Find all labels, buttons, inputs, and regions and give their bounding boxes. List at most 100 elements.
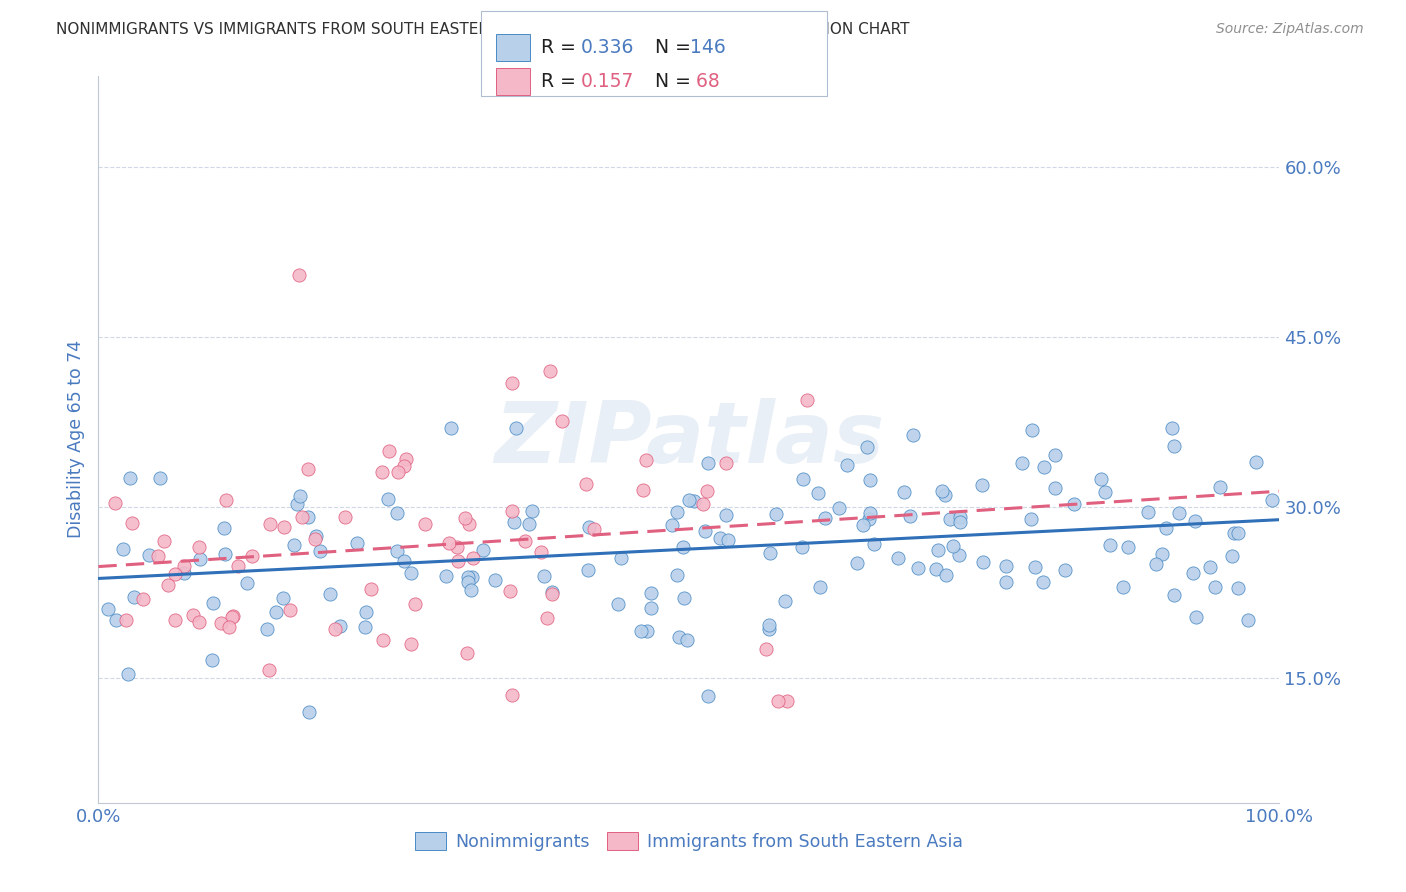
Point xyxy=(636,624,658,638)
Point xyxy=(392,554,415,568)
Point xyxy=(1226,581,1249,595)
Point xyxy=(693,524,716,538)
Point xyxy=(461,570,484,584)
Point xyxy=(454,511,477,525)
Point xyxy=(212,521,235,535)
Point xyxy=(942,539,965,553)
Point xyxy=(1163,439,1185,453)
Point xyxy=(434,569,457,583)
Point xyxy=(335,509,357,524)
Point xyxy=(1222,525,1244,540)
Point xyxy=(165,567,187,582)
Point xyxy=(1185,610,1208,624)
Point xyxy=(354,620,377,634)
Point xyxy=(672,540,695,554)
Point xyxy=(1094,484,1116,499)
Point xyxy=(1045,448,1067,462)
Text: N =: N = xyxy=(643,72,696,91)
Point xyxy=(323,622,346,636)
Point xyxy=(856,440,879,454)
Text: Source: ZipAtlas.com: Source: ZipAtlas.com xyxy=(1216,22,1364,37)
Point xyxy=(678,492,700,507)
Point xyxy=(505,421,527,435)
Point xyxy=(226,559,249,574)
Point xyxy=(377,444,399,458)
Text: 146: 146 xyxy=(690,38,725,57)
Point xyxy=(1150,547,1173,561)
Point xyxy=(538,364,561,378)
Point xyxy=(1032,574,1054,589)
Point xyxy=(717,533,740,548)
Point xyxy=(901,427,924,442)
Point xyxy=(758,546,780,560)
Point xyxy=(606,598,628,612)
Point xyxy=(859,473,882,487)
Point xyxy=(1154,521,1177,535)
Point xyxy=(298,705,321,719)
Point xyxy=(297,509,319,524)
Point xyxy=(1209,480,1232,494)
Text: 68: 68 xyxy=(690,72,720,91)
Point xyxy=(218,620,240,634)
Text: ZIPatlas: ZIPatlas xyxy=(494,398,884,481)
Point xyxy=(385,544,408,558)
Point xyxy=(862,537,884,551)
Point xyxy=(696,456,718,470)
Point xyxy=(1220,549,1243,563)
Point xyxy=(304,529,326,543)
Point xyxy=(285,497,308,511)
Point xyxy=(630,624,652,638)
Point xyxy=(173,566,195,580)
Point xyxy=(682,493,704,508)
Point xyxy=(278,603,301,617)
Point xyxy=(122,590,145,604)
Point xyxy=(610,550,633,565)
Point xyxy=(640,586,662,600)
Point xyxy=(828,501,851,516)
Point xyxy=(668,630,690,644)
Point xyxy=(138,549,160,563)
Point xyxy=(501,688,523,702)
Point xyxy=(536,610,558,624)
Point xyxy=(152,533,174,548)
Point xyxy=(304,533,326,547)
Point xyxy=(631,483,654,497)
Point xyxy=(887,550,910,565)
Point xyxy=(1244,455,1267,469)
Point xyxy=(165,613,187,627)
Point xyxy=(446,540,468,554)
Point xyxy=(1261,492,1284,507)
Point xyxy=(377,492,399,507)
Point xyxy=(517,517,540,532)
Text: R =: R = xyxy=(541,38,582,57)
Point xyxy=(240,549,263,564)
Point xyxy=(181,608,204,623)
Point xyxy=(858,512,880,526)
Point xyxy=(502,504,524,518)
Point xyxy=(1021,423,1043,437)
Point xyxy=(934,488,956,502)
Point xyxy=(714,508,737,522)
Point xyxy=(1144,557,1167,571)
Point xyxy=(501,376,523,390)
Point xyxy=(1181,566,1204,580)
Point xyxy=(540,585,562,599)
Point xyxy=(283,538,305,552)
Point xyxy=(329,618,352,632)
Point xyxy=(117,666,139,681)
Point xyxy=(766,693,789,707)
Point xyxy=(935,568,957,582)
Point xyxy=(755,642,778,657)
Point xyxy=(1118,540,1140,554)
Point xyxy=(513,533,536,548)
Point xyxy=(318,587,340,601)
Point xyxy=(796,392,818,407)
Point xyxy=(1024,559,1046,574)
Point xyxy=(807,486,830,500)
Point xyxy=(484,573,506,587)
Point xyxy=(105,613,128,627)
Point xyxy=(502,515,524,529)
Point xyxy=(259,663,281,677)
Point xyxy=(776,693,799,707)
Point xyxy=(907,561,929,575)
